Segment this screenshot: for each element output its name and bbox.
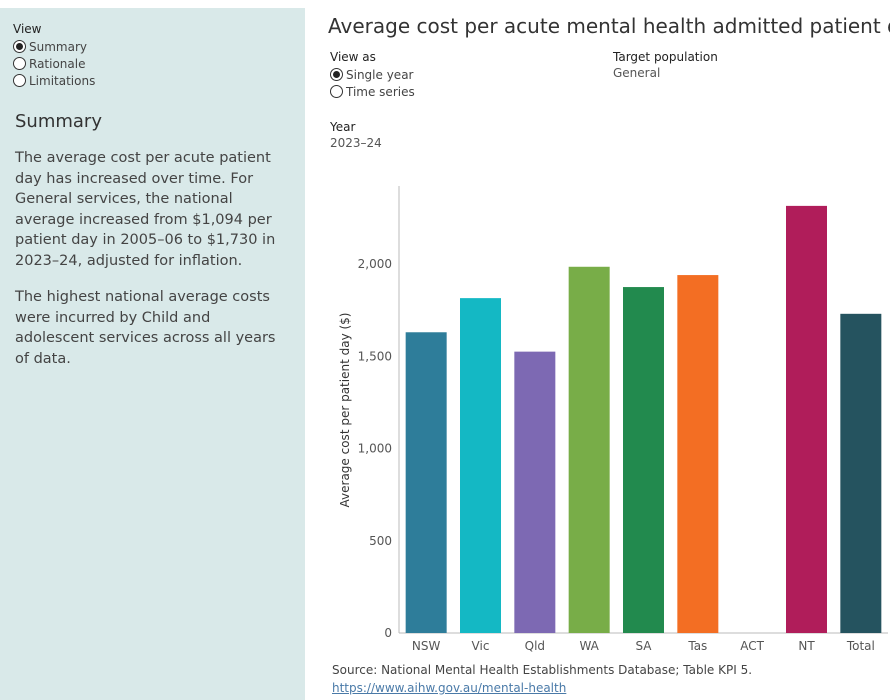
sidebar: View Summary Rationale Limitations Summa… xyxy=(0,8,305,700)
x-tick-label: ACT xyxy=(740,639,764,653)
view-as-option-label: Time series xyxy=(346,84,415,99)
year-value[interactable]: 2023–24 xyxy=(330,136,382,150)
view-option-label: Limitations xyxy=(29,73,96,88)
bar-vic xyxy=(460,298,501,633)
view-as-control: View as Single year Time series xyxy=(330,50,415,100)
y-tick-label: 0 xyxy=(384,626,392,640)
x-tick-label: Tas xyxy=(687,639,707,653)
bar-chart: 0 500 1,000 1,500 2,000 Average cost per pati… xyxy=(338,186,888,653)
y-tick-label: 500 xyxy=(369,534,392,548)
view-option-limitations[interactable]: Limitations xyxy=(13,72,292,89)
bar-total xyxy=(840,313,882,633)
view-radio-group: Summary Rationale Limitations xyxy=(13,38,292,89)
view-as-option-time-series[interactable]: Time series xyxy=(330,83,415,100)
view-label: View xyxy=(13,22,42,36)
x-tick-label: Total xyxy=(846,639,875,653)
summary-paragraph: The average cost per acute patient day h… xyxy=(15,150,276,269)
radio-icon[interactable] xyxy=(330,68,343,81)
radio-icon[interactable] xyxy=(13,74,26,87)
year-label: Year xyxy=(330,120,356,134)
bar-nsw xyxy=(405,332,447,633)
target-population-control[interactable]: Target population General xyxy=(613,50,718,80)
view-option-label: Summary xyxy=(29,39,87,54)
year-control[interactable]: Year 2023–24 xyxy=(330,120,382,150)
bar-nt xyxy=(786,205,827,633)
bar-qld xyxy=(514,351,556,633)
source-link[interactable]: https://www.aihw.gov.au/mental-health xyxy=(332,681,567,695)
page-title: Average cost per acute mental health adm… xyxy=(328,14,890,38)
y-axis-title: Average cost per patient day ($) xyxy=(338,313,352,508)
x-tick-label: SA xyxy=(635,639,652,653)
y-tick-label: 2,000 xyxy=(358,257,392,271)
radio-icon[interactable] xyxy=(330,85,343,98)
summary-paragraph: The highest national average costs were … xyxy=(15,289,276,367)
view-option-rationale[interactable]: Rationale xyxy=(13,55,292,72)
view-option-summary[interactable]: Summary xyxy=(13,38,292,55)
source-note: Source: National Mental Health Establish… xyxy=(332,663,753,677)
y-tick-label: 1,000 xyxy=(358,442,392,456)
radio-icon[interactable] xyxy=(13,57,26,70)
x-tick-label: Qld xyxy=(525,639,545,653)
bar-wa xyxy=(568,266,610,633)
view-as-option-label: Single year xyxy=(346,67,414,82)
x-tick-label: WA xyxy=(579,639,599,653)
bar-tas xyxy=(677,275,719,633)
x-tick-label: Vic xyxy=(472,639,490,653)
view-as-label: View as xyxy=(330,50,376,64)
y-tick-label: 1,500 xyxy=(358,349,392,363)
bar-sa xyxy=(623,287,664,633)
view-option-label: Rationale xyxy=(29,56,86,71)
summary-heading: Summary xyxy=(15,111,102,132)
view-as-option-single-year[interactable]: Single year xyxy=(330,66,415,83)
target-population-value[interactable]: General xyxy=(613,66,661,80)
x-tick-label: NSW xyxy=(412,639,441,653)
radio-icon[interactable] xyxy=(13,40,26,53)
target-population-label: Target population xyxy=(613,50,718,64)
x-tick-label: NT xyxy=(798,639,815,653)
